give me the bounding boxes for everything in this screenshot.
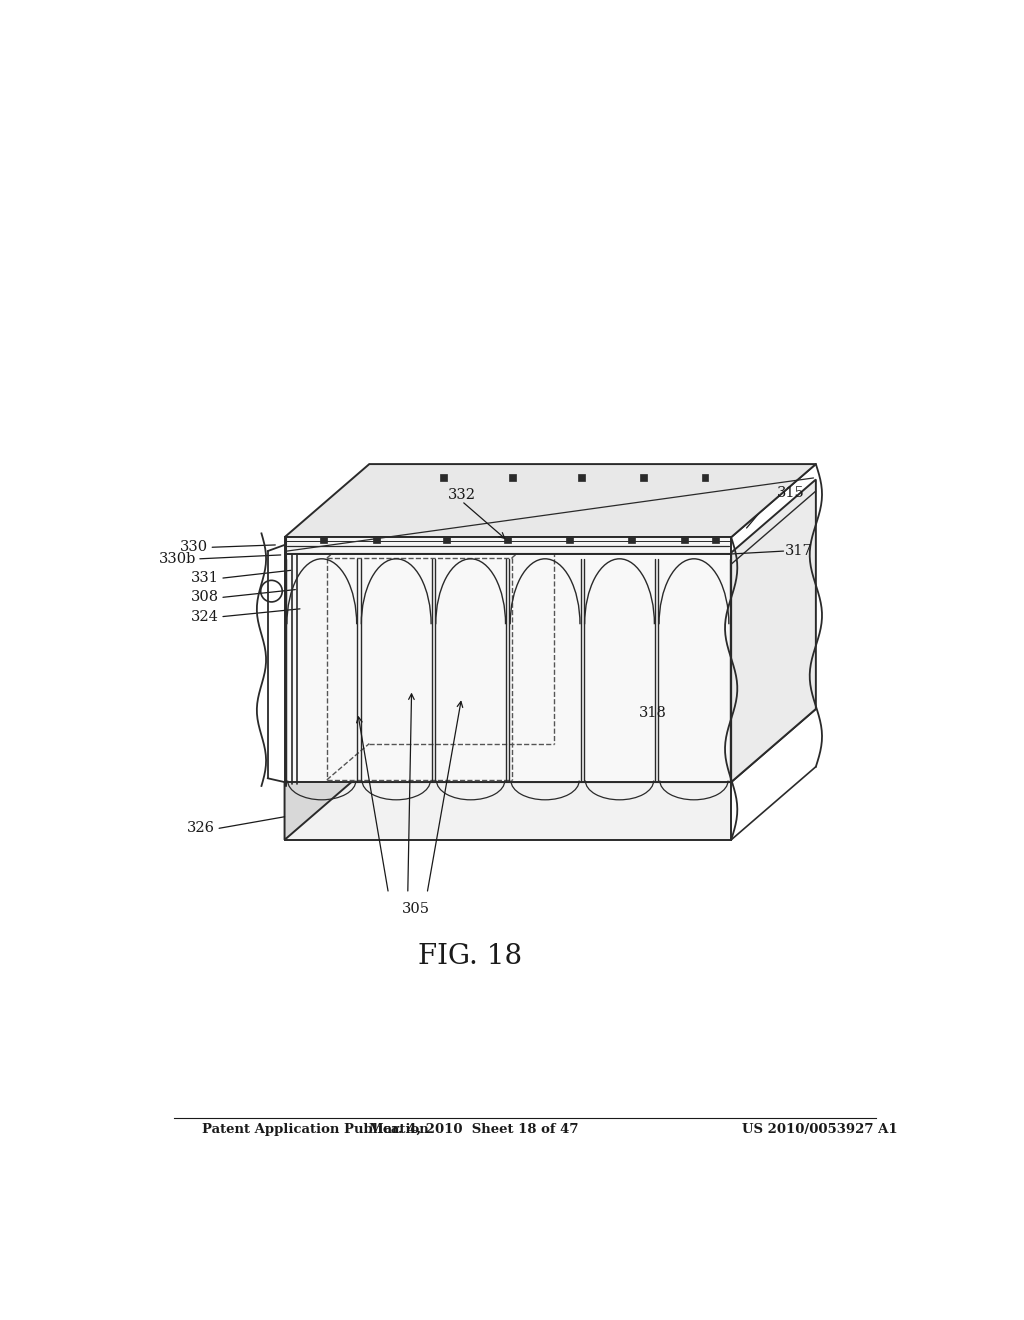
Text: 318: 318 <box>639 706 667 719</box>
Text: 308: 308 <box>191 590 219 605</box>
Text: 315: 315 <box>777 486 805 500</box>
Text: 324: 324 <box>191 610 219 623</box>
Text: 332: 332 <box>447 488 476 502</box>
Polygon shape <box>731 479 816 781</box>
Polygon shape <box>505 536 511 543</box>
Text: 317: 317 <box>785 544 813 558</box>
Polygon shape <box>285 465 816 537</box>
Text: 326: 326 <box>187 821 215 836</box>
Polygon shape <box>640 474 647 482</box>
Polygon shape <box>285 553 731 781</box>
Polygon shape <box>628 536 635 543</box>
Polygon shape <box>682 536 688 543</box>
Polygon shape <box>319 536 327 543</box>
Polygon shape <box>579 474 586 482</box>
Polygon shape <box>285 537 731 554</box>
Polygon shape <box>285 709 816 781</box>
Polygon shape <box>374 536 381 543</box>
Text: 330: 330 <box>180 540 208 554</box>
Text: FIG. 18: FIG. 18 <box>418 942 521 970</box>
Polygon shape <box>701 474 709 482</box>
Polygon shape <box>509 474 516 482</box>
Text: 331: 331 <box>191 572 219 585</box>
Text: 305: 305 <box>401 902 429 916</box>
Polygon shape <box>439 474 446 482</box>
Text: Mar. 4, 2010  Sheet 18 of 47: Mar. 4, 2010 Sheet 18 of 47 <box>369 1122 579 1135</box>
Polygon shape <box>566 536 572 543</box>
Text: US 2010/0053927 A1: US 2010/0053927 A1 <box>741 1122 897 1135</box>
Polygon shape <box>285 709 370 840</box>
Text: Patent Application Publication: Patent Application Publication <box>202 1122 428 1135</box>
Polygon shape <box>713 536 719 543</box>
Polygon shape <box>442 536 450 543</box>
Polygon shape <box>285 781 731 840</box>
Text: 330b: 330b <box>159 552 196 566</box>
